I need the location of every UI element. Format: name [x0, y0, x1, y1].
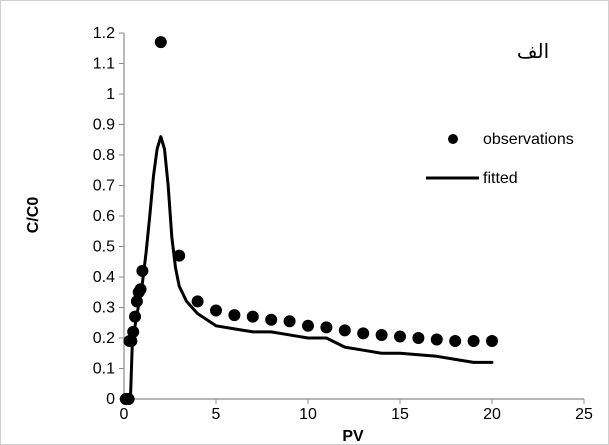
- y-tick-label: 0.3: [93, 300, 115, 317]
- y-tick-label: 0.2: [93, 330, 115, 347]
- chart-annotation: الف: [517, 39, 549, 63]
- fitted-series-layer: [122, 135, 494, 401]
- observation-point: [228, 309, 241, 322]
- observation-point: [210, 304, 222, 317]
- y-tick-label: 0.5: [93, 239, 115, 256]
- observation-point: [130, 295, 143, 308]
- y-tick-label: 1.1: [93, 56, 115, 73]
- observation-point: [375, 328, 388, 341]
- observation-point: [357, 327, 370, 340]
- observation-point: [173, 249, 186, 262]
- y-tick-label: 0.4: [93, 269, 115, 286]
- observation-point: [265, 313, 278, 326]
- y-tick-label: 0.9: [93, 117, 115, 134]
- observation-point: [134, 283, 147, 296]
- y-tick-label: 0.7: [93, 178, 115, 195]
- x-tick-label: 10: [299, 406, 317, 423]
- observation-point: [246, 310, 259, 323]
- observation-point: [191, 295, 204, 308]
- axes-layer: 0 0.1 0.2 0.3 0.4 0.5 0.6 0.7 0.8 0.9 1 1.1 1.2 0 5 10 1…: [93, 25, 593, 423]
- observation-point: [129, 310, 142, 323]
- observation-point: [430, 333, 443, 346]
- observation-point: [320, 321, 333, 334]
- observation-point: [302, 319, 314, 332]
- legend-observations-label: observations: [483, 131, 574, 148]
- observation-point: [467, 335, 480, 348]
- legend: observations fitted: [426, 131, 574, 187]
- y-tick-label: 0.1: [93, 361, 115, 378]
- x-tick-label: 5: [212, 406, 221, 423]
- y-tick-label: 0.8: [93, 147, 115, 164]
- y-tick-label: 1.2: [93, 25, 115, 42]
- x-tick-label: 0: [120, 406, 129, 423]
- observations-series-layer: [119, 36, 498, 405]
- y-axis-title: C/C0: [25, 197, 42, 234]
- y-tick-label: 1: [106, 86, 115, 103]
- legend-fitted-label: fitted: [483, 170, 518, 187]
- observation-point: [127, 325, 140, 338]
- y-tick-label: 0: [106, 391, 115, 408]
- observation-point: [338, 324, 351, 337]
- observation-point: [449, 335, 462, 348]
- x-tick-label: 20: [483, 406, 501, 423]
- observation-point: [486, 335, 498, 348]
- x-axis-title: PV: [342, 428, 364, 444]
- legend-observations-marker: [448, 134, 458, 144]
- x-tick-label: 25: [575, 406, 593, 423]
- observation-point: [122, 393, 135, 405]
- observation-point: [136, 264, 149, 277]
- x-tick-label: 15: [391, 406, 409, 423]
- observation-point: [154, 36, 167, 49]
- fitted-line: [122, 135, 494, 401]
- observation-point: [394, 330, 406, 343]
- observation-point: [125, 335, 138, 348]
- observation-point: [412, 332, 425, 344]
- observation-point: [283, 315, 296, 328]
- y-tick-label: 0.6: [93, 208, 115, 225]
